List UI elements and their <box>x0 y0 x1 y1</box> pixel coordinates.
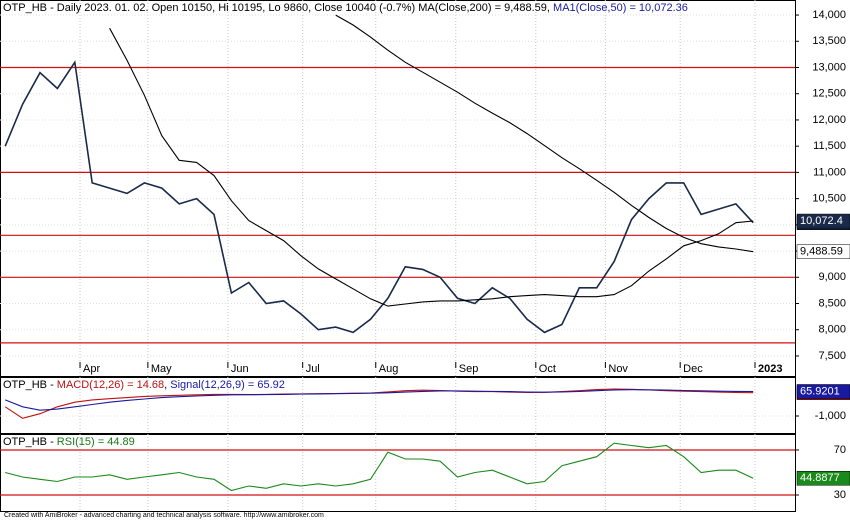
x-tick-label: Sep <box>459 363 479 375</box>
y-tick-label: 8,000 <box>818 324 846 336</box>
y-tick-label: 9,000 <box>818 271 846 283</box>
y-tick-label: 13,500 <box>812 35 846 47</box>
panel-title: OTP_HB - Daily 2023. 01. 02. Open 10150,… <box>3 2 688 14</box>
panel <box>0 377 796 434</box>
x-tick-label: 2023 <box>758 363 782 375</box>
series-line <box>4 389 754 411</box>
series-line <box>5 442 754 492</box>
x-tick-label: Aug <box>379 363 399 375</box>
y-tick-label: 70 <box>834 444 846 456</box>
last-value-box <box>796 384 850 399</box>
y-tick-label: 11,000 <box>813 166 846 178</box>
y-tick-label: -1,000 <box>815 410 846 422</box>
title-part: MACD(12,26) = 14.68 <box>57 379 164 391</box>
footer: Created with AmiBroker - advanced charti… <box>4 512 324 519</box>
y-tick-label: 12,500 <box>812 88 846 100</box>
x-tick-label: Nov <box>608 363 628 375</box>
series-line <box>335 14 754 253</box>
title-part: , <box>164 379 170 391</box>
title-part: OTP_HB - Daily 2023. 01. 02. Open 10150,… <box>3 2 553 14</box>
y-tick-label: 13,000 <box>812 61 846 73</box>
title-part: OTP_HB - <box>3 436 57 448</box>
panel-title: OTP_HB - RSI(15) = 44.89 <box>3 436 135 448</box>
title-part: MA1(Close,50) = 10,072.36 <box>553 2 688 14</box>
series-line <box>109 27 754 307</box>
y-tick-label: 11,500 <box>813 140 846 152</box>
last-value-label: 65.9201 <box>800 385 840 397</box>
panel <box>0 0 796 377</box>
title-part: RSI(15) = 44.89 <box>57 436 135 448</box>
panel-title: OTP_HB - MACD(12,26) = 14.68, Signal(12,… <box>3 379 285 391</box>
last-value-label: 44.8877 <box>800 472 840 484</box>
x-tick-label: Apr <box>83 363 100 375</box>
title-part: Signal(12,26,9) = 65.92 <box>170 379 285 391</box>
panel <box>0 434 796 512</box>
y-tick-label: 12,000 <box>812 114 846 126</box>
x-tick-label: Dec <box>683 363 703 375</box>
x-tick-label: Jul <box>306 363 320 375</box>
series-line <box>4 60 754 334</box>
last-value-box <box>796 471 850 486</box>
y-tick-label: 7,500 <box>818 350 846 362</box>
y-tick-label: 8,500 <box>818 297 846 309</box>
last-value-box <box>796 244 850 259</box>
last-value-box <box>796 213 850 229</box>
y-tick-label: 30 <box>834 489 846 501</box>
y-tick-label: 14,000 <box>812 9 846 21</box>
x-tick-label: May <box>151 363 172 375</box>
y-tick-label: 10,500 <box>812 193 846 205</box>
x-tick-label: Jun <box>231 363 249 375</box>
last-value-label: 10,072.4 <box>800 215 843 227</box>
title-part: OTP_HB - <box>3 379 57 391</box>
last-value-label: 9,488.59 <box>800 246 843 258</box>
x-tick-label: Oct <box>539 363 556 375</box>
